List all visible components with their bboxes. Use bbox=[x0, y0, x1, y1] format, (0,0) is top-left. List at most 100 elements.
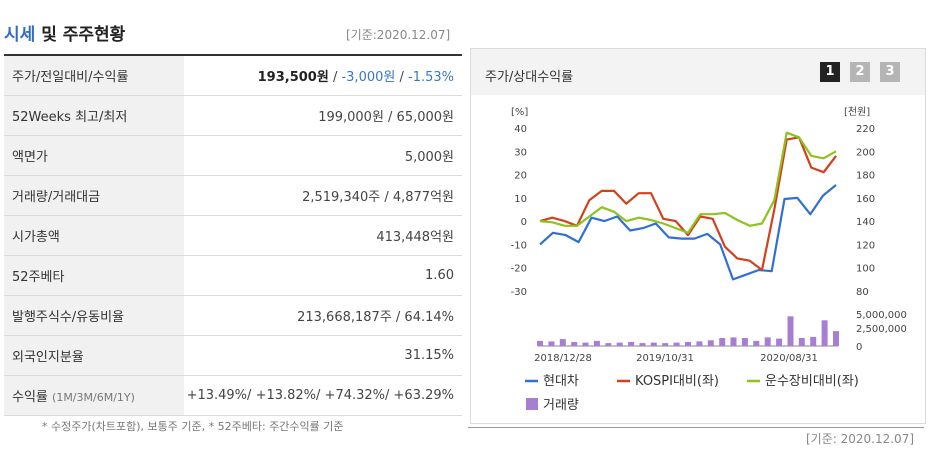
volume-value: 2,519,340주 / 4,877억원 bbox=[184, 175, 462, 216]
volume-bar bbox=[559, 339, 566, 346]
left-tick-label: 30 bbox=[514, 147, 527, 158]
volume-bar bbox=[628, 342, 635, 346]
volume-bar bbox=[673, 342, 680, 346]
price-label: 주가/전일대비/수익률 bbox=[4, 55, 184, 96]
beta-label: 52주베타 bbox=[4, 255, 184, 296]
stats-table: 주가/전일대비/수익률 193,500원 / -3,000원 / -1.53% … bbox=[4, 54, 462, 416]
face-label: 액면가 bbox=[4, 135, 184, 176]
price-chart: [%] [천원]403020100-10-20-30220200180160140… bbox=[511, 106, 907, 413]
base-date-bottom: [기준: 2020.12.07] bbox=[806, 432, 915, 446]
foreign-label: 외국인지분율 bbox=[4, 335, 184, 376]
price-value: 193,500원 / -3,000원 / -1.53% bbox=[184, 55, 462, 96]
chart-tab-2[interactable]: 2 bbox=[850, 62, 870, 82]
return-6m: +74.32% bbox=[324, 388, 386, 403]
table-row: 외국인지분율 31.15% bbox=[4, 335, 462, 376]
return-label: 수익률 bbox=[12, 390, 48, 405]
footnote: * 수정주가(차트포함), 보통주 기준, * 52주베타: 주간수익률 기준 bbox=[42, 420, 344, 433]
volume-bar bbox=[582, 342, 589, 346]
volume-bar bbox=[650, 342, 657, 346]
return-periods: (1M/3M/6M/1Y) bbox=[52, 391, 135, 404]
legend-label: 거래량 bbox=[543, 398, 579, 413]
current-price: 193,500원 bbox=[257, 70, 329, 85]
left-tick-label: 40 bbox=[514, 124, 527, 135]
volume-bar bbox=[571, 342, 578, 346]
left-axis-unit: [%] bbox=[511, 107, 528, 118]
return-values: +13.49%/ +13.82%/ +74.32%/ +63.29% bbox=[184, 375, 462, 416]
legend-label: 현대차 bbox=[543, 374, 579, 389]
price-change: -3,000원 bbox=[341, 70, 396, 85]
left-tick-label: -20 bbox=[511, 264, 527, 275]
left-tick-label: 0 bbox=[521, 217, 527, 228]
table-row: 거래량/거래대금 2,519,340주 / 4,877억원 bbox=[4, 175, 462, 216]
title-accent: 시세 bbox=[4, 25, 36, 45]
divider bbox=[468, 427, 924, 428]
volume-bar bbox=[810, 336, 817, 346]
return-1y: +63.29% bbox=[393, 388, 454, 403]
mcap-value: 413,448억원 bbox=[184, 215, 462, 256]
price-change-pct: -1.53% bbox=[408, 70, 454, 85]
foreign-value: 31.15% bbox=[184, 335, 462, 376]
chart-tab-1[interactable]: 1 bbox=[820, 62, 840, 82]
return-label-cell: 수익률 (1M/3M/6M/1Y) bbox=[4, 375, 184, 416]
right-tick-label: 80 bbox=[856, 287, 869, 298]
chart-tab-3[interactable]: 3 bbox=[880, 62, 900, 82]
legend-swatch bbox=[526, 398, 538, 410]
series-line-1 bbox=[539, 184, 837, 281]
volume-bar bbox=[764, 337, 771, 346]
volume-bar bbox=[662, 343, 669, 346]
shares-value: 213,668,187주 / 64.14% bbox=[184, 295, 462, 336]
volume-bar bbox=[605, 343, 612, 346]
volume-bar bbox=[730, 337, 737, 346]
volume-tick-label: 5,000,000 bbox=[856, 310, 907, 321]
base-date-top: [기준:2020.12.07] bbox=[346, 28, 451, 42]
left-tick-label: 10 bbox=[514, 194, 527, 205]
left-tick-label: 20 bbox=[514, 171, 527, 182]
volume-label: 거래량/거래대금 bbox=[4, 175, 184, 216]
right-tick-label: 200 bbox=[856, 147, 875, 158]
beta-value: 1.60 bbox=[184, 255, 462, 296]
table-row: 52Weeks 최고/최저 199,000원 / 65,000원 bbox=[4, 95, 462, 136]
chart-title: 주가/상대수익률 bbox=[485, 70, 574, 85]
volume-bar bbox=[821, 320, 828, 346]
volume-bar bbox=[753, 340, 760, 346]
w52-label: 52Weeks 최고/최저 bbox=[4, 95, 184, 136]
shares-label: 발행주식수/유동비율 bbox=[4, 295, 184, 336]
volume-bar bbox=[548, 341, 555, 346]
right-tick-label: 100 bbox=[856, 264, 875, 275]
title-rest: 및 주주현황 bbox=[41, 25, 126, 45]
table-row: 52주베타 1.60 bbox=[4, 255, 462, 296]
x-tick-label: 2018/12/28 bbox=[534, 353, 592, 364]
volume-bar bbox=[685, 342, 691, 346]
volume-bar bbox=[537, 340, 543, 346]
series-line-3 bbox=[539, 131, 837, 234]
volume-bar bbox=[696, 341, 703, 346]
right-tick-label: 120 bbox=[856, 240, 875, 251]
w52-value: 199,000원 / 65,000원 bbox=[184, 95, 462, 136]
series-line-2 bbox=[539, 136, 837, 272]
volume-bar bbox=[798, 338, 805, 346]
volume-tick-label: 2,500,000 bbox=[856, 324, 907, 335]
chart-header: 주가/상대수익률 1 2 3 bbox=[471, 49, 925, 95]
legend-label: 운수장비대비(좌) bbox=[765, 374, 859, 389]
volume-bar bbox=[593, 340, 600, 346]
section-title: 시세 및 주주현황 bbox=[4, 20, 125, 45]
volume-bar bbox=[616, 342, 623, 346]
left-tick-label: -10 bbox=[511, 240, 527, 251]
volume-bar bbox=[719, 338, 726, 346]
chart-panel: 주가/상대수익률 1 2 3 [%] [천원] 40 30 20 10 0 -10 -20 -30… bbox=[470, 48, 926, 424]
face-value: 5,000원 bbox=[184, 135, 462, 176]
left-tick-label: -30 bbox=[511, 287, 527, 298]
return-3m: +13.82% bbox=[255, 388, 317, 403]
volume-bar bbox=[707, 340, 714, 346]
volume-bar bbox=[639, 343, 646, 346]
legend-label: KOSPI대비(좌) bbox=[635, 374, 719, 389]
table-row: 액면가 5,000원 bbox=[4, 135, 462, 176]
table-row: 시가총액 413,448억원 bbox=[4, 215, 462, 256]
x-tick-label: 2020/08/31 bbox=[760, 353, 818, 364]
right-tick-label: 160 bbox=[856, 194, 875, 205]
volume-bar bbox=[741, 338, 748, 346]
right-tick-label: 140 bbox=[856, 217, 875, 228]
volume-tick-label: 0 bbox=[856, 342, 862, 353]
x-tick-label: 2019/10/31 bbox=[636, 353, 694, 364]
volume-bar bbox=[787, 316, 794, 346]
